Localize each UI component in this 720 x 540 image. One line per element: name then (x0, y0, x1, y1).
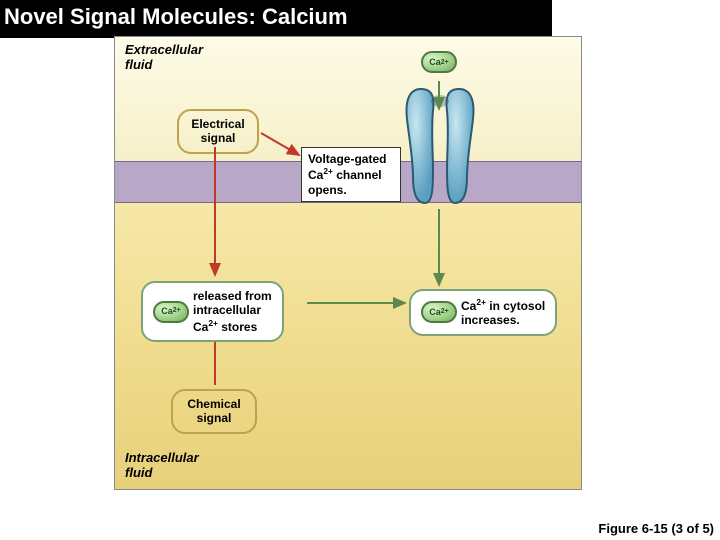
intracellular-label: Intracellularfluid (125, 451, 199, 481)
diagram: Extracellularfluid Ca2+ Electricalsignal… (114, 36, 582, 490)
released-box: Ca2+ released fromintracellularCa2+ stor… (141, 281, 284, 342)
chemical-signal-box: Chemicalsignal (171, 389, 257, 434)
figure-caption: Figure 6-15 (3 of 5) (598, 521, 714, 536)
cytosol-box: Ca2+ Ca2+ in cytosolincreases. (409, 289, 557, 336)
ca-ion-released: Ca2+ (153, 301, 189, 323)
page-title: Novel Signal Molecules: Calcium (0, 0, 552, 38)
chemical-signal-label: Chemicalsignal (187, 397, 240, 425)
released-label: released fromintracellularCa2+ stores (193, 289, 272, 334)
intracellular-text: Intracellularfluid (125, 450, 199, 480)
arrow-electrical-to-gate (261, 133, 299, 155)
ca-ion-cytosol: Ca2+ (421, 301, 457, 323)
cytosol-label: Ca2+ in cytosolincreases. (461, 297, 545, 328)
